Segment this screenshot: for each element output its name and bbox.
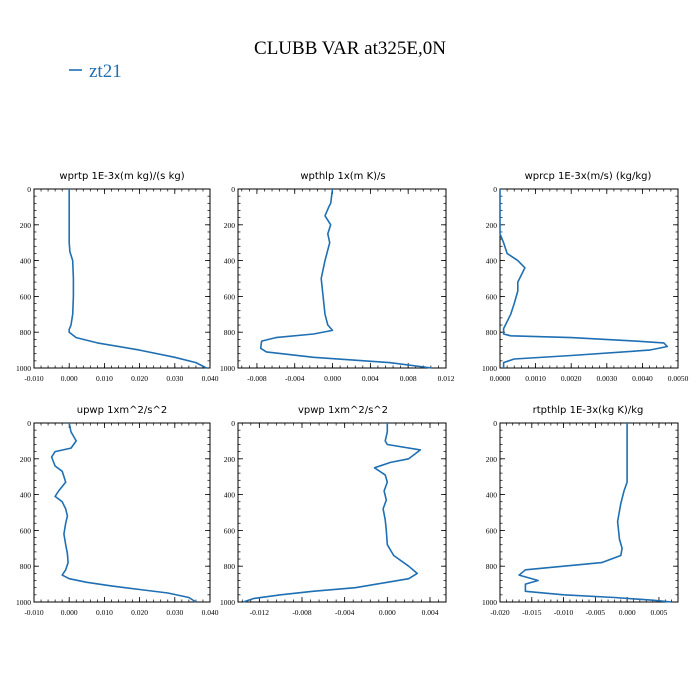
x-tick-label: 0.030 bbox=[166, 608, 183, 617]
series-line bbox=[68, 189, 207, 369]
panel-title: vpwp 1xm^2/s^2 bbox=[298, 405, 388, 416]
x-tick-label: -0.008 bbox=[247, 374, 267, 383]
y-tick-label: 600 bbox=[224, 292, 236, 301]
series-line bbox=[50, 422, 197, 603]
y-tick-label: 1000 bbox=[220, 598, 235, 607]
x-tick-label: 0.000 bbox=[61, 608, 78, 617]
y-tick-label: 400 bbox=[486, 491, 498, 500]
panel-vpwp: vpwp 1xm^2/s^2 -0.012 -0.008 -0.004 0.000 0.… bbox=[220, 405, 447, 617]
x-tick-label: -0.010 bbox=[24, 608, 44, 617]
y-tick-label: 0 bbox=[493, 185, 497, 194]
y-tick-label: 800 bbox=[20, 328, 32, 337]
y-tick-label: 0 bbox=[27, 185, 31, 194]
y-tick-label: 0 bbox=[493, 419, 497, 428]
x-tick-label: 0.0000 bbox=[490, 374, 511, 383]
figure-title: CLUBB VAR at325E,0N bbox=[254, 38, 446, 59]
y-tick-label: 600 bbox=[20, 292, 32, 301]
plot-frame bbox=[499, 188, 679, 369]
legend: zt21 bbox=[69, 61, 122, 82]
y-tick-label: 200 bbox=[224, 221, 236, 230]
y-tick-label: 1000 bbox=[482, 364, 497, 373]
y-tick-label: 0 bbox=[231, 419, 235, 428]
x-tick-label: 0.030 bbox=[166, 374, 183, 383]
y-tick-label: 1000 bbox=[482, 598, 497, 607]
x-tick-label: -0.012 bbox=[250, 608, 270, 617]
series-line bbox=[259, 188, 432, 369]
x-tick-label: -0.005 bbox=[586, 608, 606, 617]
x-tick-label: 0.020 bbox=[131, 374, 148, 383]
x-tick-label: 0.004 bbox=[362, 374, 379, 383]
plot-frame bbox=[499, 422, 679, 603]
x-tick-label: 0.000 bbox=[61, 374, 78, 383]
x-tick-label: -0.004 bbox=[335, 608, 355, 617]
y-tick-label: 0 bbox=[231, 185, 235, 194]
x-tick-label: 0.040 bbox=[202, 608, 219, 617]
plot-frame bbox=[237, 422, 447, 603]
panel-wprtp: wprtp 1E-3x(m kg)/(s kg) -0.010 0.000 0.01… bbox=[16, 171, 219, 383]
y-tick-label: 1000 bbox=[16, 364, 31, 373]
y-tick-label: 800 bbox=[486, 328, 498, 337]
panel-upwp: upwp 1xm^2/s^2 -0.010 0.000 0.010 0.020 0.03… bbox=[16, 405, 219, 617]
series-line bbox=[243, 423, 422, 603]
panel-title: wprtp 1E-3x(m kg)/(s kg) bbox=[59, 171, 184, 182]
y-tick-label: 400 bbox=[20, 491, 32, 500]
plot-frame bbox=[33, 188, 211, 369]
y-tick-label: 600 bbox=[486, 526, 498, 535]
y-tick-label: 400 bbox=[20, 257, 32, 266]
y-tick-label: 1000 bbox=[16, 598, 31, 607]
x-tick-label: 0.004 bbox=[422, 608, 439, 617]
x-tick-label: 0.0050 bbox=[668, 374, 689, 383]
y-tick-label: 600 bbox=[486, 292, 498, 301]
x-tick-label: -0.008 bbox=[292, 608, 312, 617]
x-tick-label: -0.010 bbox=[554, 608, 574, 617]
x-tick-label: 0.0010 bbox=[525, 374, 546, 383]
panel-wprcp: wprcp 1E-3x(m/s) (kg/kg) 0.0000 0.0010 0.0… bbox=[482, 171, 689, 383]
panel-title: upwp 1xm^2/s^2 bbox=[77, 405, 167, 416]
x-tick-label: -0.004 bbox=[285, 374, 305, 383]
x-tick-label: 0.000 bbox=[619, 608, 636, 617]
y-tick-label: 200 bbox=[20, 455, 32, 464]
x-tick-label: 0.0030 bbox=[596, 374, 617, 383]
series-line bbox=[499, 189, 669, 368]
y-tick-label: 400 bbox=[224, 257, 236, 266]
y-tick-label: 800 bbox=[224, 328, 236, 337]
y-tick-label: 200 bbox=[486, 221, 498, 230]
y-tick-label: 200 bbox=[224, 455, 236, 464]
x-tick-label: 0.0040 bbox=[632, 374, 653, 383]
x-tick-label: -0.015 bbox=[522, 608, 542, 617]
plot-frame bbox=[237, 188, 447, 369]
plot-frame bbox=[33, 422, 211, 603]
x-tick-label: 0.020 bbox=[131, 608, 148, 617]
panel-title: rtpthlp 1E-3x(kg K)/kg bbox=[533, 405, 644, 416]
y-tick-label: 200 bbox=[20, 221, 32, 230]
x-tick-label: -0.020 bbox=[490, 608, 510, 617]
panel-wpthlp: wpthlp 1x(m K)/s -0.008 -0.004 0.000 0.004 0… bbox=[220, 171, 455, 383]
x-tick-label: 0.000 bbox=[324, 374, 341, 383]
y-tick-label: 0 bbox=[27, 419, 31, 428]
panel-rtpthlp: rtpthlp 1E-3x(kg K)/kg -0.020 -0.015 -0.01… bbox=[482, 405, 679, 617]
x-tick-label: 0.040 bbox=[202, 374, 219, 383]
y-tick-label: 600 bbox=[224, 526, 236, 535]
y-tick-label: 800 bbox=[20, 562, 32, 571]
x-tick-label: 0.005 bbox=[650, 608, 667, 617]
legend-label: zt21 bbox=[89, 61, 122, 82]
x-tick-label: -0.010 bbox=[24, 374, 44, 383]
y-tick-label: 800 bbox=[224, 562, 236, 571]
panel-title: wprcp 1E-3x(m/s) (kg/kg) bbox=[525, 171, 652, 182]
y-tick-label: 400 bbox=[224, 491, 236, 500]
x-tick-label: 0.000 bbox=[379, 608, 396, 617]
x-tick-label: 0.012 bbox=[438, 374, 455, 383]
x-tick-label: 0.010 bbox=[96, 374, 113, 383]
y-tick-label: 200 bbox=[486, 455, 498, 464]
y-tick-label: 800 bbox=[486, 562, 498, 571]
x-tick-label: 0.008 bbox=[400, 374, 417, 383]
panel-title: wpthlp 1x(m K)/s bbox=[300, 171, 385, 182]
y-tick-label: 1000 bbox=[220, 364, 235, 373]
x-tick-label: 0.0020 bbox=[561, 374, 582, 383]
y-tick-label: 400 bbox=[486, 257, 498, 266]
series-line bbox=[518, 423, 672, 603]
x-tick-label: 0.010 bbox=[96, 608, 113, 617]
y-tick-label: 600 bbox=[20, 526, 32, 535]
